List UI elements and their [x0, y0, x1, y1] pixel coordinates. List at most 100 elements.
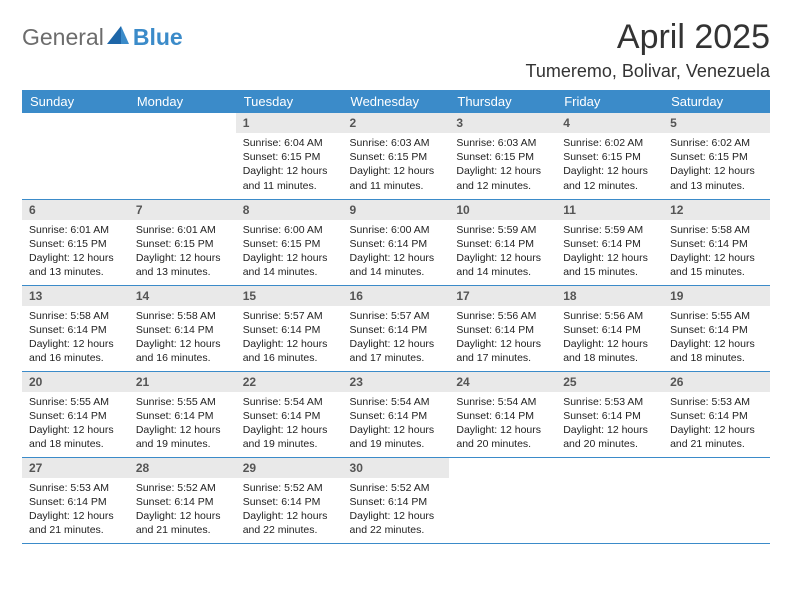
calendar-blank-cell: 0 [22, 113, 129, 199]
calendar-day-cell: 21Sunrise: 5:55 AMSunset: 6:14 PMDayligh… [129, 371, 236, 457]
day-details: Sunrise: 6:00 AMSunset: 6:15 PMDaylight:… [236, 220, 343, 285]
location-subtitle: Tumeremo, Bolivar, Venezuela [526, 61, 770, 82]
day-number: 3 [449, 113, 556, 133]
day-number: 30 [343, 458, 450, 478]
weekday-header-tuesday: Tuesday [236, 90, 343, 113]
title-block: April 2025 Tumeremo, Bolivar, Venezuela [526, 18, 770, 82]
day-number: 23 [343, 372, 450, 392]
day-number: 24 [449, 372, 556, 392]
day-details: Sunrise: 5:57 AMSunset: 6:14 PMDaylight:… [343, 306, 450, 371]
day-sunset: Sunset: 6:14 PM [563, 323, 656, 337]
day-sunrise: Sunrise: 5:52 AM [136, 481, 229, 495]
day-sunset: Sunset: 6:14 PM [136, 409, 229, 423]
day-sunrise: Sunrise: 5:53 AM [670, 395, 763, 409]
calendar-week-row: 6Sunrise: 6:01 AMSunset: 6:15 PMDaylight… [22, 199, 770, 285]
day-sunrise: Sunrise: 5:59 AM [563, 223, 656, 237]
day-daylight: Daylight: 12 hours and 19 minutes. [350, 423, 443, 451]
calendar-blank-cell: 0 [663, 457, 770, 543]
day-number: 28 [129, 458, 236, 478]
day-sunrise: Sunrise: 6:03 AM [456, 136, 549, 150]
calendar-week-row: 20Sunrise: 5:55 AMSunset: 6:14 PMDayligh… [22, 371, 770, 457]
day-sunset: Sunset: 6:15 PM [243, 150, 336, 164]
day-details: Sunrise: 5:55 AMSunset: 6:14 PMDaylight:… [22, 392, 129, 457]
day-sunrise: Sunrise: 5:52 AM [350, 481, 443, 495]
calendar-day-cell: 26Sunrise: 5:53 AMSunset: 6:14 PMDayligh… [663, 371, 770, 457]
day-sunrise: Sunrise: 5:56 AM [563, 309, 656, 323]
calendar-day-cell: 16Sunrise: 5:57 AMSunset: 6:14 PMDayligh… [343, 285, 450, 371]
day-number: 2 [343, 113, 450, 133]
day-details: Sunrise: 5:55 AMSunset: 6:14 PMDaylight:… [129, 392, 236, 457]
day-daylight: Daylight: 12 hours and 14 minutes. [243, 251, 336, 279]
day-sunset: Sunset: 6:15 PM [29, 237, 122, 251]
day-sunrise: Sunrise: 6:00 AM [350, 223, 443, 237]
day-daylight: Daylight: 12 hours and 16 minutes. [29, 337, 122, 365]
calendar-table: SundayMondayTuesdayWednesdayThursdayFrid… [22, 90, 770, 544]
day-details: Sunrise: 5:58 AMSunset: 6:14 PMDaylight:… [22, 306, 129, 371]
day-sunset: Sunset: 6:14 PM [670, 237, 763, 251]
day-number: 4 [556, 113, 663, 133]
day-sunrise: Sunrise: 6:03 AM [350, 136, 443, 150]
calendar-week-row: 13Sunrise: 5:58 AMSunset: 6:14 PMDayligh… [22, 285, 770, 371]
day-daylight: Daylight: 12 hours and 21 minutes. [136, 509, 229, 537]
day-sunset: Sunset: 6:14 PM [456, 237, 549, 251]
day-details: Sunrise: 5:53 AMSunset: 6:14 PMDaylight:… [22, 478, 129, 543]
day-sunset: Sunset: 6:14 PM [456, 323, 549, 337]
day-number: 29 [236, 458, 343, 478]
day-sunrise: Sunrise: 6:00 AM [243, 223, 336, 237]
day-number: 22 [236, 372, 343, 392]
calendar-day-cell: 20Sunrise: 5:55 AMSunset: 6:14 PMDayligh… [22, 371, 129, 457]
page-header: General Blue April 2025 Tumeremo, Boliva… [22, 18, 770, 82]
day-sunrise: Sunrise: 6:04 AM [243, 136, 336, 150]
day-daylight: Daylight: 12 hours and 20 minutes. [456, 423, 549, 451]
day-daylight: Daylight: 12 hours and 21 minutes. [29, 509, 122, 537]
day-daylight: Daylight: 12 hours and 11 minutes. [243, 164, 336, 192]
day-details: Sunrise: 5:58 AMSunset: 6:14 PMDaylight:… [663, 220, 770, 285]
calendar-day-cell: 6Sunrise: 6:01 AMSunset: 6:15 PMDaylight… [22, 199, 129, 285]
day-details: Sunrise: 5:58 AMSunset: 6:14 PMDaylight:… [129, 306, 236, 371]
day-sunrise: Sunrise: 5:55 AM [670, 309, 763, 323]
calendar-day-cell: 22Sunrise: 5:54 AMSunset: 6:14 PMDayligh… [236, 371, 343, 457]
day-sunset: Sunset: 6:15 PM [243, 237, 336, 251]
calendar-page: General Blue April 2025 Tumeremo, Boliva… [0, 0, 792, 562]
day-number: 27 [22, 458, 129, 478]
day-daylight: Daylight: 12 hours and 20 minutes. [563, 423, 656, 451]
day-number: 6 [22, 200, 129, 220]
day-details: Sunrise: 6:02 AMSunset: 6:15 PMDaylight:… [556, 133, 663, 198]
calendar-day-cell: 24Sunrise: 5:54 AMSunset: 6:14 PMDayligh… [449, 371, 556, 457]
day-sunrise: Sunrise: 6:01 AM [136, 223, 229, 237]
calendar-day-cell: 11Sunrise: 5:59 AMSunset: 6:14 PMDayligh… [556, 199, 663, 285]
calendar-day-cell: 8Sunrise: 6:00 AMSunset: 6:15 PMDaylight… [236, 199, 343, 285]
day-number: 21 [129, 372, 236, 392]
day-sunset: Sunset: 6:15 PM [563, 150, 656, 164]
day-daylight: Daylight: 12 hours and 14 minutes. [350, 251, 443, 279]
day-number: 26 [663, 372, 770, 392]
day-details: Sunrise: 5:56 AMSunset: 6:14 PMDaylight:… [449, 306, 556, 371]
day-details: Sunrise: 5:52 AMSunset: 6:14 PMDaylight:… [343, 478, 450, 543]
day-daylight: Daylight: 12 hours and 18 minutes. [563, 337, 656, 365]
calendar-week-row: 001Sunrise: 6:04 AMSunset: 6:15 PMDaylig… [22, 113, 770, 199]
day-details: Sunrise: 5:54 AMSunset: 6:14 PMDaylight:… [449, 392, 556, 457]
day-sunset: Sunset: 6:14 PM [670, 409, 763, 423]
day-number: 25 [556, 372, 663, 392]
day-daylight: Daylight: 12 hours and 22 minutes. [243, 509, 336, 537]
day-daylight: Daylight: 12 hours and 13 minutes. [136, 251, 229, 279]
day-details: Sunrise: 6:03 AMSunset: 6:15 PMDaylight:… [343, 133, 450, 198]
day-details: Sunrise: 6:01 AMSunset: 6:15 PMDaylight:… [129, 220, 236, 285]
day-sunset: Sunset: 6:14 PM [29, 323, 122, 337]
day-sunset: Sunset: 6:14 PM [243, 409, 336, 423]
day-sunset: Sunset: 6:14 PM [456, 409, 549, 423]
day-details: Sunrise: 5:54 AMSunset: 6:14 PMDaylight:… [343, 392, 450, 457]
day-details: Sunrise: 5:53 AMSunset: 6:14 PMDaylight:… [663, 392, 770, 457]
day-number: 18 [556, 286, 663, 306]
calendar-day-cell: 27Sunrise: 5:53 AMSunset: 6:14 PMDayligh… [22, 457, 129, 543]
day-sunset: Sunset: 6:14 PM [350, 237, 443, 251]
day-sunrise: Sunrise: 5:54 AM [243, 395, 336, 409]
day-daylight: Daylight: 12 hours and 21 minutes. [670, 423, 763, 451]
day-sunset: Sunset: 6:14 PM [243, 323, 336, 337]
day-sunset: Sunset: 6:15 PM [670, 150, 763, 164]
day-details: Sunrise: 6:04 AMSunset: 6:15 PMDaylight:… [236, 133, 343, 198]
day-sunset: Sunset: 6:14 PM [136, 323, 229, 337]
day-daylight: Daylight: 12 hours and 12 minutes. [563, 164, 656, 192]
day-number: 14 [129, 286, 236, 306]
weekday-header-thursday: Thursday [449, 90, 556, 113]
